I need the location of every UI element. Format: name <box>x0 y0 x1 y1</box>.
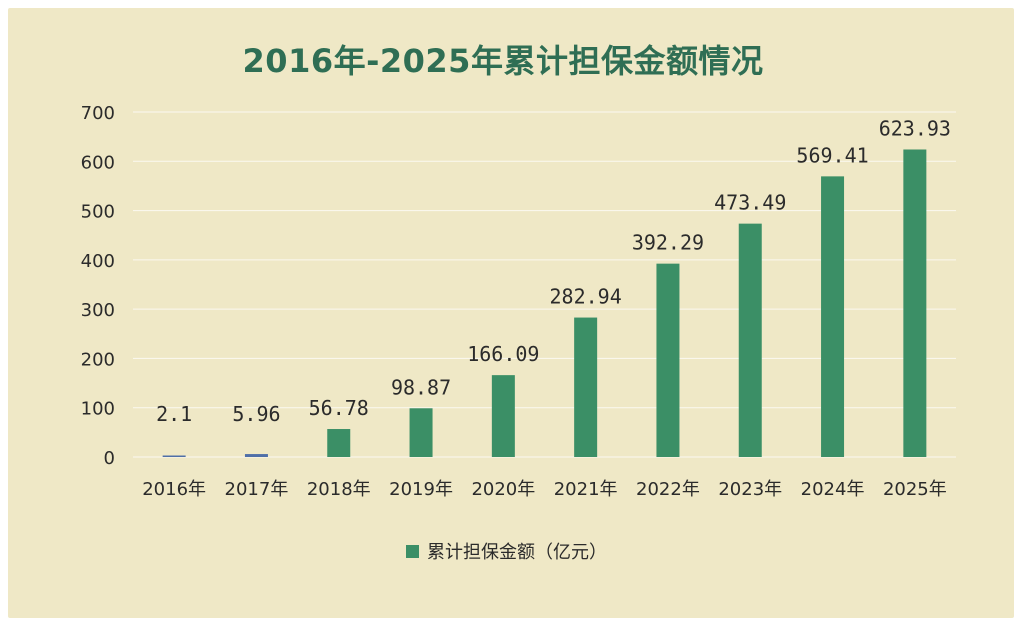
bar <box>491 375 515 457</box>
data-label: 56.78 <box>309 396 369 420</box>
data-label: 282.94 <box>550 285 622 309</box>
y-tick-label: 200 <box>81 349 115 370</box>
data-label: 569.41 <box>796 143 868 167</box>
y-tick-label: 700 <box>81 103 115 124</box>
y-tick-label: 0 <box>104 448 115 469</box>
bar <box>244 454 268 457</box>
x-tick-label: 2019年 <box>389 479 453 500</box>
data-label: 392.29 <box>632 231 704 255</box>
data-label: 98.87 <box>391 375 451 399</box>
bar <box>656 263 680 457</box>
data-label: 473.49 <box>714 191 786 215</box>
y-tick-label: 600 <box>81 152 115 173</box>
legend-label: 累计担保金额（亿元） <box>427 542 607 563</box>
y-tick-label: 300 <box>81 300 115 321</box>
x-tick-label: 2018年 <box>307 479 371 500</box>
bar <box>738 223 762 457</box>
x-tick-label: 2023年 <box>718 479 782 500</box>
data-label: 5.96 <box>232 402 280 426</box>
bars <box>162 149 927 457</box>
data-label: 2.1 <box>156 402 192 426</box>
bar-chart: 0 100 200 300 400 500 600 700 2.1 5.96 56.78 98.87… <box>81 103 956 500</box>
bar <box>162 455 186 457</box>
data-labels: 2.1 5.96 56.78 98.87 166.09 282.94 392.29 473.4… <box>156 116 951 426</box>
data-label: 166.09 <box>467 342 539 366</box>
chart-panel: 2016年-2025年累计担保金额情况 0 100 200 300 400 500 600 7… <box>8 8 1014 618</box>
bar <box>327 429 351 457</box>
x-tick-label: 2021年 <box>554 479 618 500</box>
bar <box>574 317 598 457</box>
data-label: 623.93 <box>879 116 951 140</box>
y-tick-label: 500 <box>81 202 115 223</box>
x-tick-label: 2022年 <box>636 479 700 500</box>
bar <box>821 176 845 457</box>
x-axis-ticks: 2016年 2017年 2018年 2019年 2020年 2021年 2022年 2023年… <box>142 479 947 500</box>
y-axis-ticks: 0 100 200 300 400 500 600 700 <box>81 103 115 469</box>
y-tick-label: 400 <box>81 251 115 272</box>
grid-lines <box>133 111 956 458</box>
x-tick-label: 2016年 <box>142 479 206 500</box>
x-tick-label: 2020年 <box>471 479 535 500</box>
x-tick-label: 2017年 <box>225 479 289 500</box>
bar <box>409 408 433 457</box>
bar <box>903 149 927 457</box>
x-tick-label: 2025年 <box>883 479 947 500</box>
legend-swatch <box>406 544 419 558</box>
x-tick-label: 2024年 <box>801 479 865 500</box>
legend: 累计担保金额（亿元） <box>406 538 607 564</box>
chart-title: 2016年-2025年累计担保金额情况 <box>242 42 764 80</box>
y-tick-label: 100 <box>81 399 115 420</box>
